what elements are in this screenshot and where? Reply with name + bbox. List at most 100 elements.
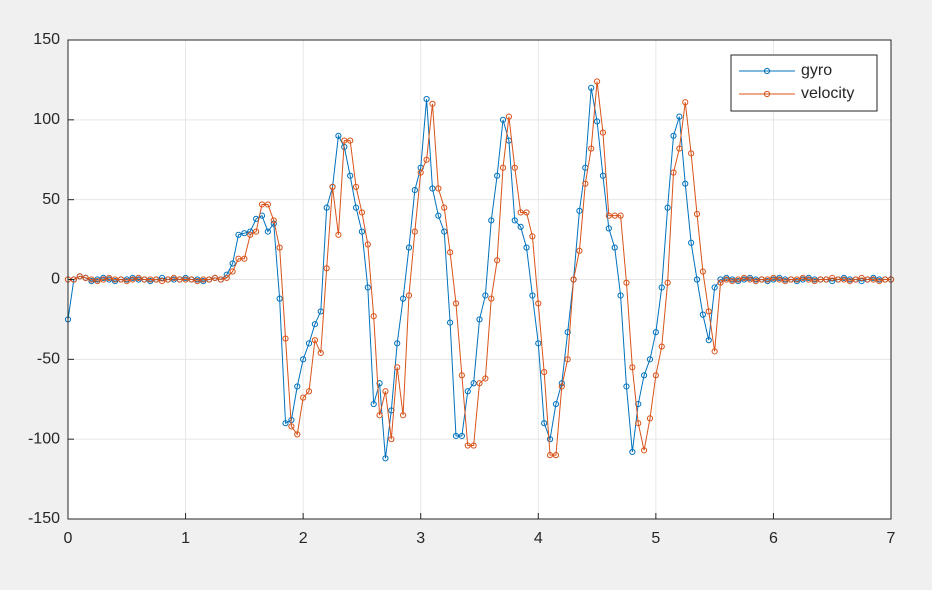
marker bbox=[541, 420, 548, 427]
marker bbox=[494, 257, 501, 264]
marker bbox=[229, 260, 236, 267]
marker bbox=[770, 274, 777, 282]
marker bbox=[182, 276, 189, 283]
marker bbox=[664, 204, 671, 211]
marker bbox=[382, 388, 389, 395]
marker bbox=[305, 388, 313, 395]
y-tick-label: 150 bbox=[33, 31, 60, 48]
marker bbox=[882, 276, 889, 283]
marker bbox=[699, 311, 706, 318]
marker bbox=[352, 204, 360, 211]
marker bbox=[617, 292, 624, 299]
marker bbox=[241, 255, 248, 262]
marker bbox=[253, 228, 260, 235]
x-tick-label: 0 bbox=[64, 530, 73, 547]
marker bbox=[658, 343, 665, 350]
marker bbox=[688, 239, 695, 246]
marker bbox=[311, 321, 318, 328]
marker bbox=[358, 228, 366, 235]
marker bbox=[264, 201, 271, 208]
marker bbox=[447, 319, 454, 326]
marker bbox=[852, 276, 859, 283]
marker bbox=[652, 372, 659, 379]
marker bbox=[829, 274, 836, 282]
marker bbox=[670, 132, 677, 139]
marker bbox=[840, 276, 848, 283]
y-tick-label: 0 bbox=[51, 271, 60, 288]
marker bbox=[411, 186, 418, 194]
marker bbox=[399, 295, 407, 302]
marker bbox=[329, 183, 336, 190]
y-tick-label: 50 bbox=[42, 191, 60, 208]
marker bbox=[582, 180, 589, 187]
marker bbox=[464, 442, 471, 449]
marker bbox=[452, 432, 460, 440]
x-tick-label: 1 bbox=[181, 530, 190, 547]
marker bbox=[623, 279, 630, 286]
marker bbox=[282, 335, 289, 342]
marker bbox=[347, 137, 354, 144]
marker bbox=[241, 230, 248, 237]
marker bbox=[153, 276, 160, 283]
marker bbox=[829, 277, 836, 285]
legend-marker bbox=[763, 67, 771, 75]
marker bbox=[834, 276, 842, 283]
marker bbox=[605, 212, 612, 219]
marker bbox=[676, 113, 683, 120]
marker bbox=[740, 274, 748, 282]
marker bbox=[688, 150, 695, 157]
marker bbox=[458, 372, 465, 379]
marker bbox=[382, 455, 389, 462]
marker bbox=[729, 277, 736, 285]
legend-box bbox=[730, 54, 878, 112]
marker bbox=[735, 276, 742, 283]
marker bbox=[499, 164, 507, 171]
marker bbox=[758, 276, 765, 283]
marker bbox=[517, 223, 524, 230]
marker bbox=[405, 292, 413, 299]
marker bbox=[158, 277, 166, 285]
marker bbox=[482, 292, 489, 299]
marker bbox=[805, 276, 812, 283]
marker bbox=[576, 247, 583, 254]
marker bbox=[264, 228, 271, 235]
marker bbox=[593, 78, 601, 85]
marker bbox=[635, 400, 642, 408]
marker bbox=[417, 169, 424, 176]
marker bbox=[488, 217, 495, 224]
marker bbox=[405, 244, 413, 251]
marker bbox=[576, 207, 583, 214]
marker bbox=[511, 217, 518, 224]
marker bbox=[588, 84, 595, 92]
marker bbox=[611, 244, 618, 251]
marker bbox=[429, 185, 436, 192]
marker bbox=[394, 364, 401, 371]
marker bbox=[793, 276, 801, 283]
marker bbox=[546, 436, 554, 443]
marker bbox=[352, 183, 360, 190]
marker bbox=[288, 423, 295, 430]
marker bbox=[376, 380, 383, 387]
marker bbox=[494, 172, 501, 179]
marker bbox=[441, 228, 448, 235]
marker bbox=[94, 277, 101, 285]
marker bbox=[652, 329, 659, 336]
marker bbox=[111, 276, 119, 283]
marker bbox=[711, 284, 718, 291]
marker bbox=[223, 274, 230, 282]
marker bbox=[811, 277, 818, 285]
legend-marker bbox=[763, 90, 771, 98]
marker bbox=[693, 276, 701, 283]
marker bbox=[364, 284, 371, 291]
marker bbox=[370, 400, 377, 408]
marker bbox=[305, 340, 313, 347]
marker bbox=[646, 415, 654, 422]
marker bbox=[170, 274, 177, 282]
marker bbox=[276, 244, 283, 251]
marker bbox=[564, 329, 571, 336]
marker bbox=[511, 164, 518, 171]
marker bbox=[670, 169, 677, 176]
marker bbox=[164, 276, 172, 283]
marker bbox=[247, 231, 254, 238]
marker bbox=[200, 276, 207, 283]
